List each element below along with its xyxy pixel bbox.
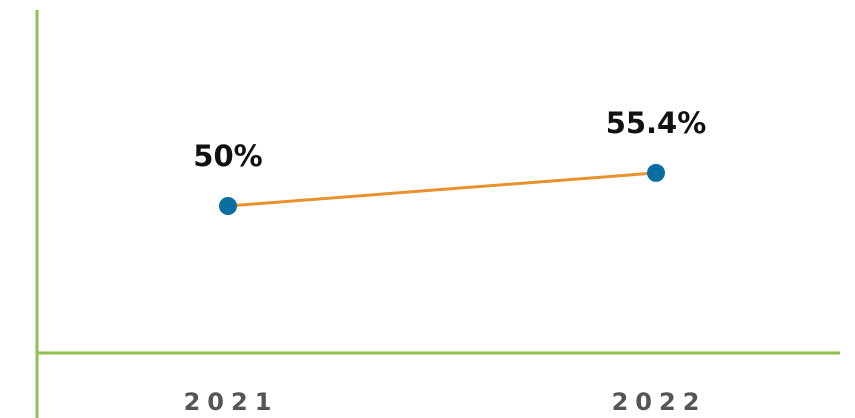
data-label: 55.4% (606, 106, 707, 140)
marker (647, 163, 665, 182)
line (227, 171, 657, 208)
data-label: 50% (193, 139, 262, 173)
marker (219, 197, 237, 215)
x-tick-label: 2022 (612, 388, 707, 416)
x-tick-label: 2021 (184, 388, 279, 416)
